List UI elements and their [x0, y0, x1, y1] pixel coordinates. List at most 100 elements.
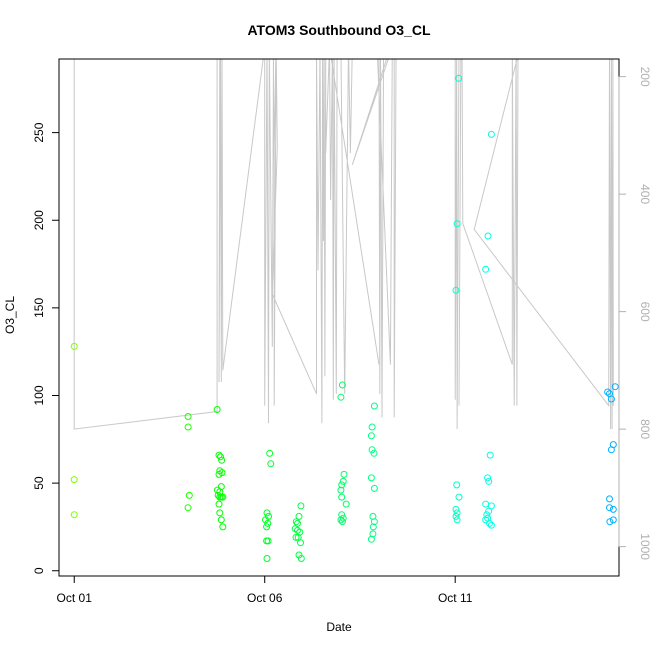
data-point	[217, 453, 224, 461]
data-point	[263, 523, 271, 531]
data-point	[295, 551, 303, 559]
data-point	[297, 555, 305, 562]
data-point	[295, 512, 303, 520]
data-point	[611, 383, 619, 391]
data-point	[338, 381, 346, 389]
data-point	[370, 518, 378, 526]
y-tick-label: 0	[32, 567, 46, 574]
y-tick-label: 200	[32, 210, 46, 230]
secondary-y-tick-label: 600	[638, 302, 650, 322]
data-point	[339, 477, 347, 485]
data-point	[482, 516, 490, 524]
x-tick-label: Oct 11	[438, 591, 473, 605]
data-point	[606, 504, 613, 512]
data-point	[340, 470, 348, 478]
data-point	[483, 511, 491, 519]
data-point	[292, 518, 300, 526]
data-point	[367, 474, 375, 482]
data-point	[213, 406, 221, 413]
y-tick-label: 50	[32, 476, 46, 490]
data-point	[219, 523, 227, 531]
data-point	[482, 265, 490, 273]
data-point	[338, 511, 346, 519]
data-point	[70, 476, 78, 484]
data-point	[217, 516, 225, 524]
data-point	[453, 220, 461, 228]
data-point	[185, 491, 193, 499]
data-point	[267, 460, 275, 468]
y-axis-label: O3_CL	[3, 296, 17, 334]
data-point	[452, 286, 460, 294]
data-point	[264, 537, 272, 545]
data-point	[216, 467, 224, 475]
data-point	[184, 423, 192, 431]
y-tick-label: 150	[32, 298, 46, 318]
data-point	[266, 449, 274, 457]
data-point	[485, 507, 493, 515]
data-point	[607, 446, 615, 454]
data-point	[264, 519, 272, 527]
secondary-y-tick-label: 200	[638, 67, 650, 87]
x-axis: Oct 01 Oct 06 Oct 11	[57, 575, 473, 605]
data-points-layer	[70, 74, 619, 562]
data-point	[370, 402, 378, 410]
data-point	[609, 516, 617, 524]
data-point	[606, 518, 614, 526]
secondary-y-tick-label: 1000	[638, 533, 650, 560]
data-point	[367, 535, 375, 543]
pressure-track-layer	[73, 59, 614, 430]
chart-title: ATOM3 Southbound O3_CL	[247, 22, 430, 38]
data-point	[297, 502, 305, 510]
x-tick-label: Oct 06	[247, 591, 283, 605]
data-point	[367, 432, 375, 440]
data-point	[297, 539, 304, 547]
data-point	[484, 474, 492, 482]
secondary-y-tick-label: 400	[638, 184, 650, 204]
data-point	[294, 526, 301, 534]
data-point	[184, 413, 192, 420]
data-point	[216, 509, 224, 517]
data-point	[70, 511, 78, 519]
data-point	[452, 512, 460, 520]
data-point	[609, 505, 617, 513]
data-point	[262, 516, 269, 524]
y-axis: 0 50 100 150 200 250	[32, 122, 60, 574]
data-point	[263, 555, 271, 562]
data-point	[292, 533, 300, 541]
data-point	[370, 484, 378, 492]
data-point	[455, 493, 463, 501]
data-point	[452, 505, 460, 513]
data-point	[370, 449, 378, 457]
data-point	[337, 393, 345, 401]
data-point	[453, 481, 461, 489]
x-axis-label: Date	[326, 620, 352, 634]
data-point	[486, 519, 493, 527]
data-point	[604, 388, 612, 396]
data-point	[184, 504, 192, 512]
data-point	[70, 342, 78, 350]
data-point	[455, 74, 463, 82]
data-point	[487, 502, 495, 510]
data-point	[337, 516, 345, 524]
data-point	[487, 521, 495, 529]
y-tick-label: 100	[32, 385, 46, 405]
data-point	[219, 493, 227, 501]
data-point	[453, 509, 461, 517]
data-point	[337, 486, 345, 494]
data-point	[368, 423, 376, 431]
data-point	[263, 509, 271, 517]
data-point	[369, 523, 377, 531]
data-point	[342, 500, 350, 508]
data-point	[606, 495, 613, 503]
data-point	[218, 456, 226, 464]
data-point	[482, 500, 490, 508]
data-point	[368, 446, 376, 454]
data-point	[607, 395, 615, 403]
pressure-track-line	[73, 59, 614, 430]
data-point	[215, 470, 223, 478]
data-point	[214, 486, 221, 494]
secondary-y-tick-label: 800	[638, 419, 650, 439]
x-tick-label: Oct 01	[57, 591, 93, 605]
y-tick-label: 250	[32, 122, 46, 142]
